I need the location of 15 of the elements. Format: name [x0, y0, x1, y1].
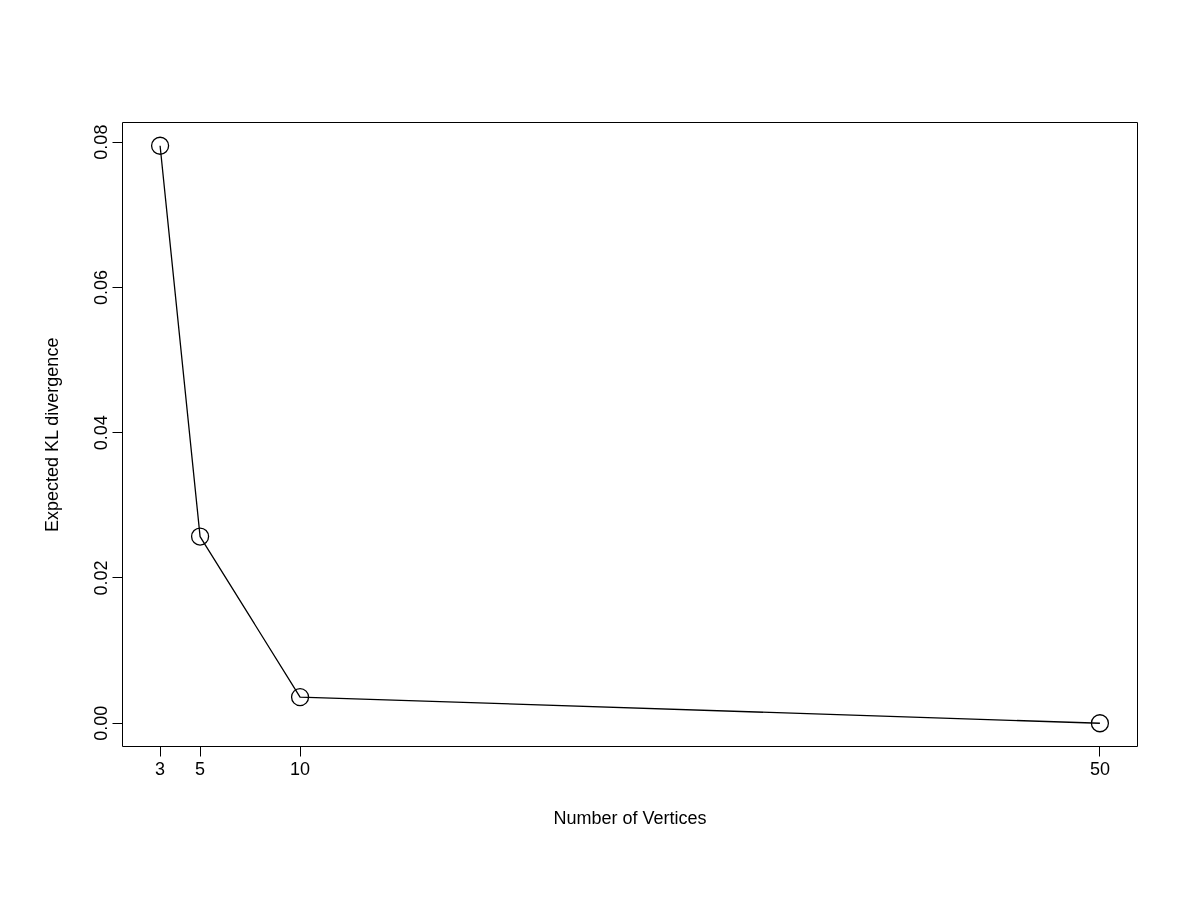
- y-tick-label: 0.08: [91, 124, 112, 160]
- y-tick-label: 0.06: [91, 269, 112, 305]
- x-tick-label: 10: [290, 758, 311, 779]
- y-tick-label: 0.02: [91, 560, 112, 596]
- y-tick-label: 0.00: [91, 705, 112, 741]
- x-tick-label: 5: [195, 758, 206, 779]
- y-axis-title: Expected KL divergence: [41, 337, 62, 533]
- point: [1090, 714, 1110, 733]
- point: [290, 687, 310, 707]
- y-tick-label: 0.04: [91, 415, 112, 451]
- x-tick-label: 3: [155, 758, 166, 779]
- x-tick-label: 50: [1089, 758, 1110, 779]
- point: [190, 527, 210, 546]
- x-axis-title: Number of Vertices: [553, 807, 707, 828]
- point: [150, 136, 170, 155]
